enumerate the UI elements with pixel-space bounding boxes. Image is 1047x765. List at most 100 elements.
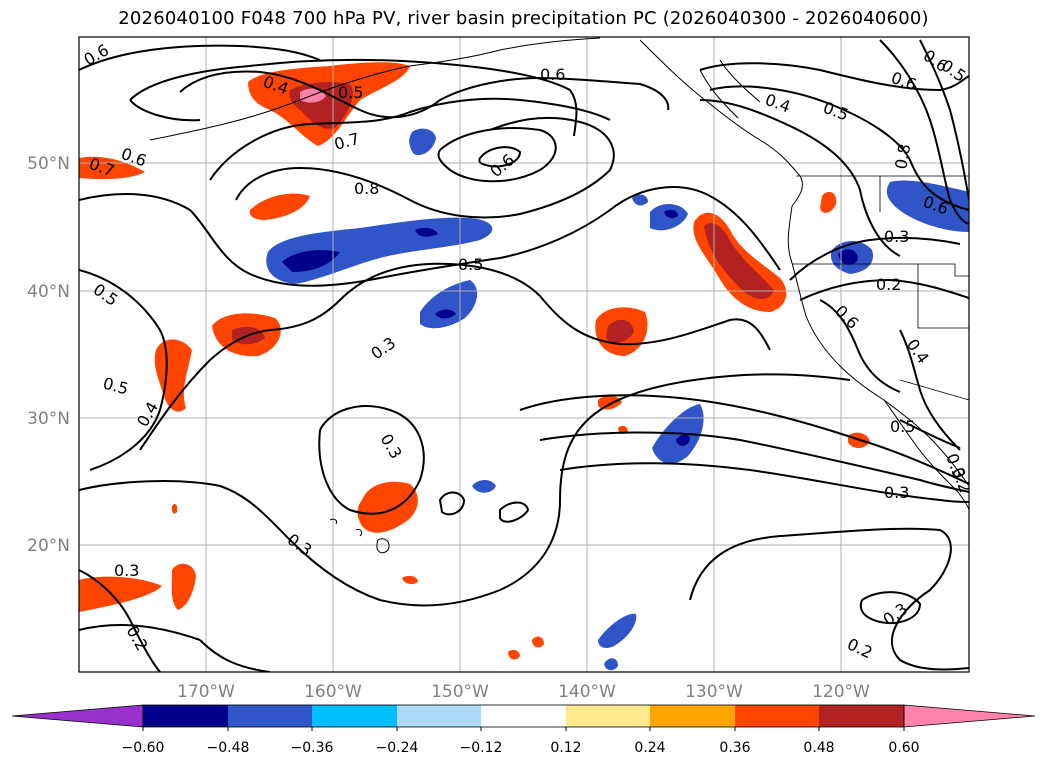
pv-contour-0.5-baja xyxy=(899,419,961,449)
precip-positive-area xyxy=(249,193,310,220)
precip-strong-positive-area xyxy=(704,223,774,299)
pv-contour-0.3-c xyxy=(79,624,201,641)
colorbar-segment xyxy=(312,705,397,727)
pv-contour-0.6-nw xyxy=(699,62,969,92)
pv-contour-0.4-baja xyxy=(899,329,961,451)
precip-strong-negative-area xyxy=(664,209,678,219)
precip-positive-area xyxy=(171,504,178,514)
colorbar-outline xyxy=(142,704,905,728)
contour-label: 0.2 xyxy=(876,275,901,294)
lat-label-30N: 30°N xyxy=(27,409,70,429)
pv-contour-0.8-ne xyxy=(919,39,969,201)
border-us-states xyxy=(792,176,969,329)
lon-label-150W: 150°W xyxy=(431,682,489,702)
pv-contour-0.6-west-coast xyxy=(819,299,901,393)
border-us-mexico xyxy=(899,379,969,401)
lat-label-40N: 40°N xyxy=(27,282,70,302)
contour-label: 0.5 xyxy=(890,417,915,436)
pv-contour-0.6-ring xyxy=(129,58,578,137)
pv-contour-0.3-east-2 xyxy=(539,431,969,493)
precip-strong-negative-area xyxy=(415,227,438,237)
precip-strong-negative-area xyxy=(676,434,690,446)
precip-strong-negative-area xyxy=(282,250,340,272)
pv-contour-0.7-inner xyxy=(209,97,611,181)
pv-contour-0.2-east xyxy=(559,462,969,503)
pv-contour-0.6-north xyxy=(79,44,321,71)
pv-contour-0.6-ne xyxy=(879,39,969,225)
pv-contour-0.4-nw xyxy=(699,99,901,257)
pv-contour-0.2-c xyxy=(689,527,969,671)
precip-positive-area xyxy=(820,191,837,213)
pv-contour-0.5-south xyxy=(79,269,168,471)
colorbar-extend-low xyxy=(11,704,144,728)
pv-contour-0.2-rings xyxy=(438,491,530,523)
coastline-us-west xyxy=(787,205,969,487)
precip-positive-area xyxy=(79,576,162,612)
colorbar-segment xyxy=(228,705,312,727)
pv-contour-0.7 xyxy=(179,70,670,119)
colorbar-segment xyxy=(397,705,481,727)
colorbar-segment xyxy=(481,705,566,727)
precip-negative-area xyxy=(604,658,618,671)
map-title: 2026040100 F048 700 hPa PV, river basin … xyxy=(118,8,929,29)
precip-strong-positive-area xyxy=(606,319,634,343)
colorbar-tick-label: −0.36 xyxy=(291,740,334,756)
pv-contour-0.6-mid xyxy=(437,127,557,183)
colorbar-tick-label: 0.60 xyxy=(888,740,919,756)
precip-negative-area xyxy=(598,613,637,648)
colorbar-extend-high xyxy=(903,704,1036,728)
precip-negative-area xyxy=(472,480,496,493)
lat-label-50N: 50°N xyxy=(27,154,70,174)
contour-label: 0.5 xyxy=(458,255,483,274)
pv-contour-0.8 xyxy=(235,116,615,219)
colorbar-tick-label: 0.24 xyxy=(634,740,665,756)
contour-label: 0.3 xyxy=(114,561,139,580)
colorbar-segment xyxy=(819,705,904,727)
contour-label: 0.6 xyxy=(540,65,565,84)
coastline-hawaii xyxy=(329,518,390,554)
colorbar-tick-label: 0.12 xyxy=(550,740,581,756)
political-borders xyxy=(792,175,969,401)
precip-strong-negative-area xyxy=(435,309,456,319)
colorbar-segment xyxy=(566,705,650,727)
colorbar-tick-label: −0.24 xyxy=(376,740,419,756)
colorbar-tick-label: −0.12 xyxy=(460,740,503,756)
colorbar-tick-label: 0.48 xyxy=(803,740,834,756)
lon-label-160W: 160°W xyxy=(304,682,362,702)
colorbar-tick-label: −0.60 xyxy=(122,740,165,756)
contour-label: 0.3 xyxy=(884,483,909,502)
lon-label-140W: 140°W xyxy=(558,682,616,702)
pv-contour-0.2-coast xyxy=(799,278,969,301)
precip-negative-area xyxy=(632,194,648,206)
coastline-alaska xyxy=(149,37,601,141)
pv-contour-0.2 xyxy=(79,569,161,672)
colorbar-segment xyxy=(735,705,819,727)
lon-label-120W: 120°W xyxy=(812,682,870,702)
colorbar-tick-labels: −0.60 −0.48 −0.36 −0.24 −0.12 0.12 0.24 … xyxy=(122,740,920,756)
pv-contour-0.3-b xyxy=(79,373,851,607)
contour-label: 0.8 xyxy=(891,142,914,170)
precip-negative-area xyxy=(420,280,478,329)
precip-shading xyxy=(79,62,969,671)
precip-positive-area xyxy=(402,575,418,585)
pv-contour-0.3 xyxy=(318,405,425,515)
map-border xyxy=(78,36,970,673)
colorbar-segment xyxy=(650,705,735,727)
pv-contour-0.5-nw xyxy=(709,85,969,211)
colorbar-tick-label: −0.48 xyxy=(207,740,250,756)
precip-positive-area xyxy=(532,636,544,648)
precip-negative-area xyxy=(409,128,436,156)
pv-contours xyxy=(79,39,969,672)
colorbar-tick-label: 0.36 xyxy=(719,740,750,756)
lon-label-130W: 130°W xyxy=(685,682,743,702)
precip-positive-area xyxy=(598,395,622,410)
colorbar-segment xyxy=(143,705,228,727)
pv-contour-0.2-b xyxy=(199,639,271,672)
pv-contour-0.6-small xyxy=(478,146,522,168)
coastline-islands-bc xyxy=(699,59,761,119)
colorbar xyxy=(11,704,1036,731)
lon-label-170W: 170°W xyxy=(177,682,235,702)
precip-strong-negative-area xyxy=(838,249,858,265)
precip-positive-area xyxy=(357,481,418,533)
